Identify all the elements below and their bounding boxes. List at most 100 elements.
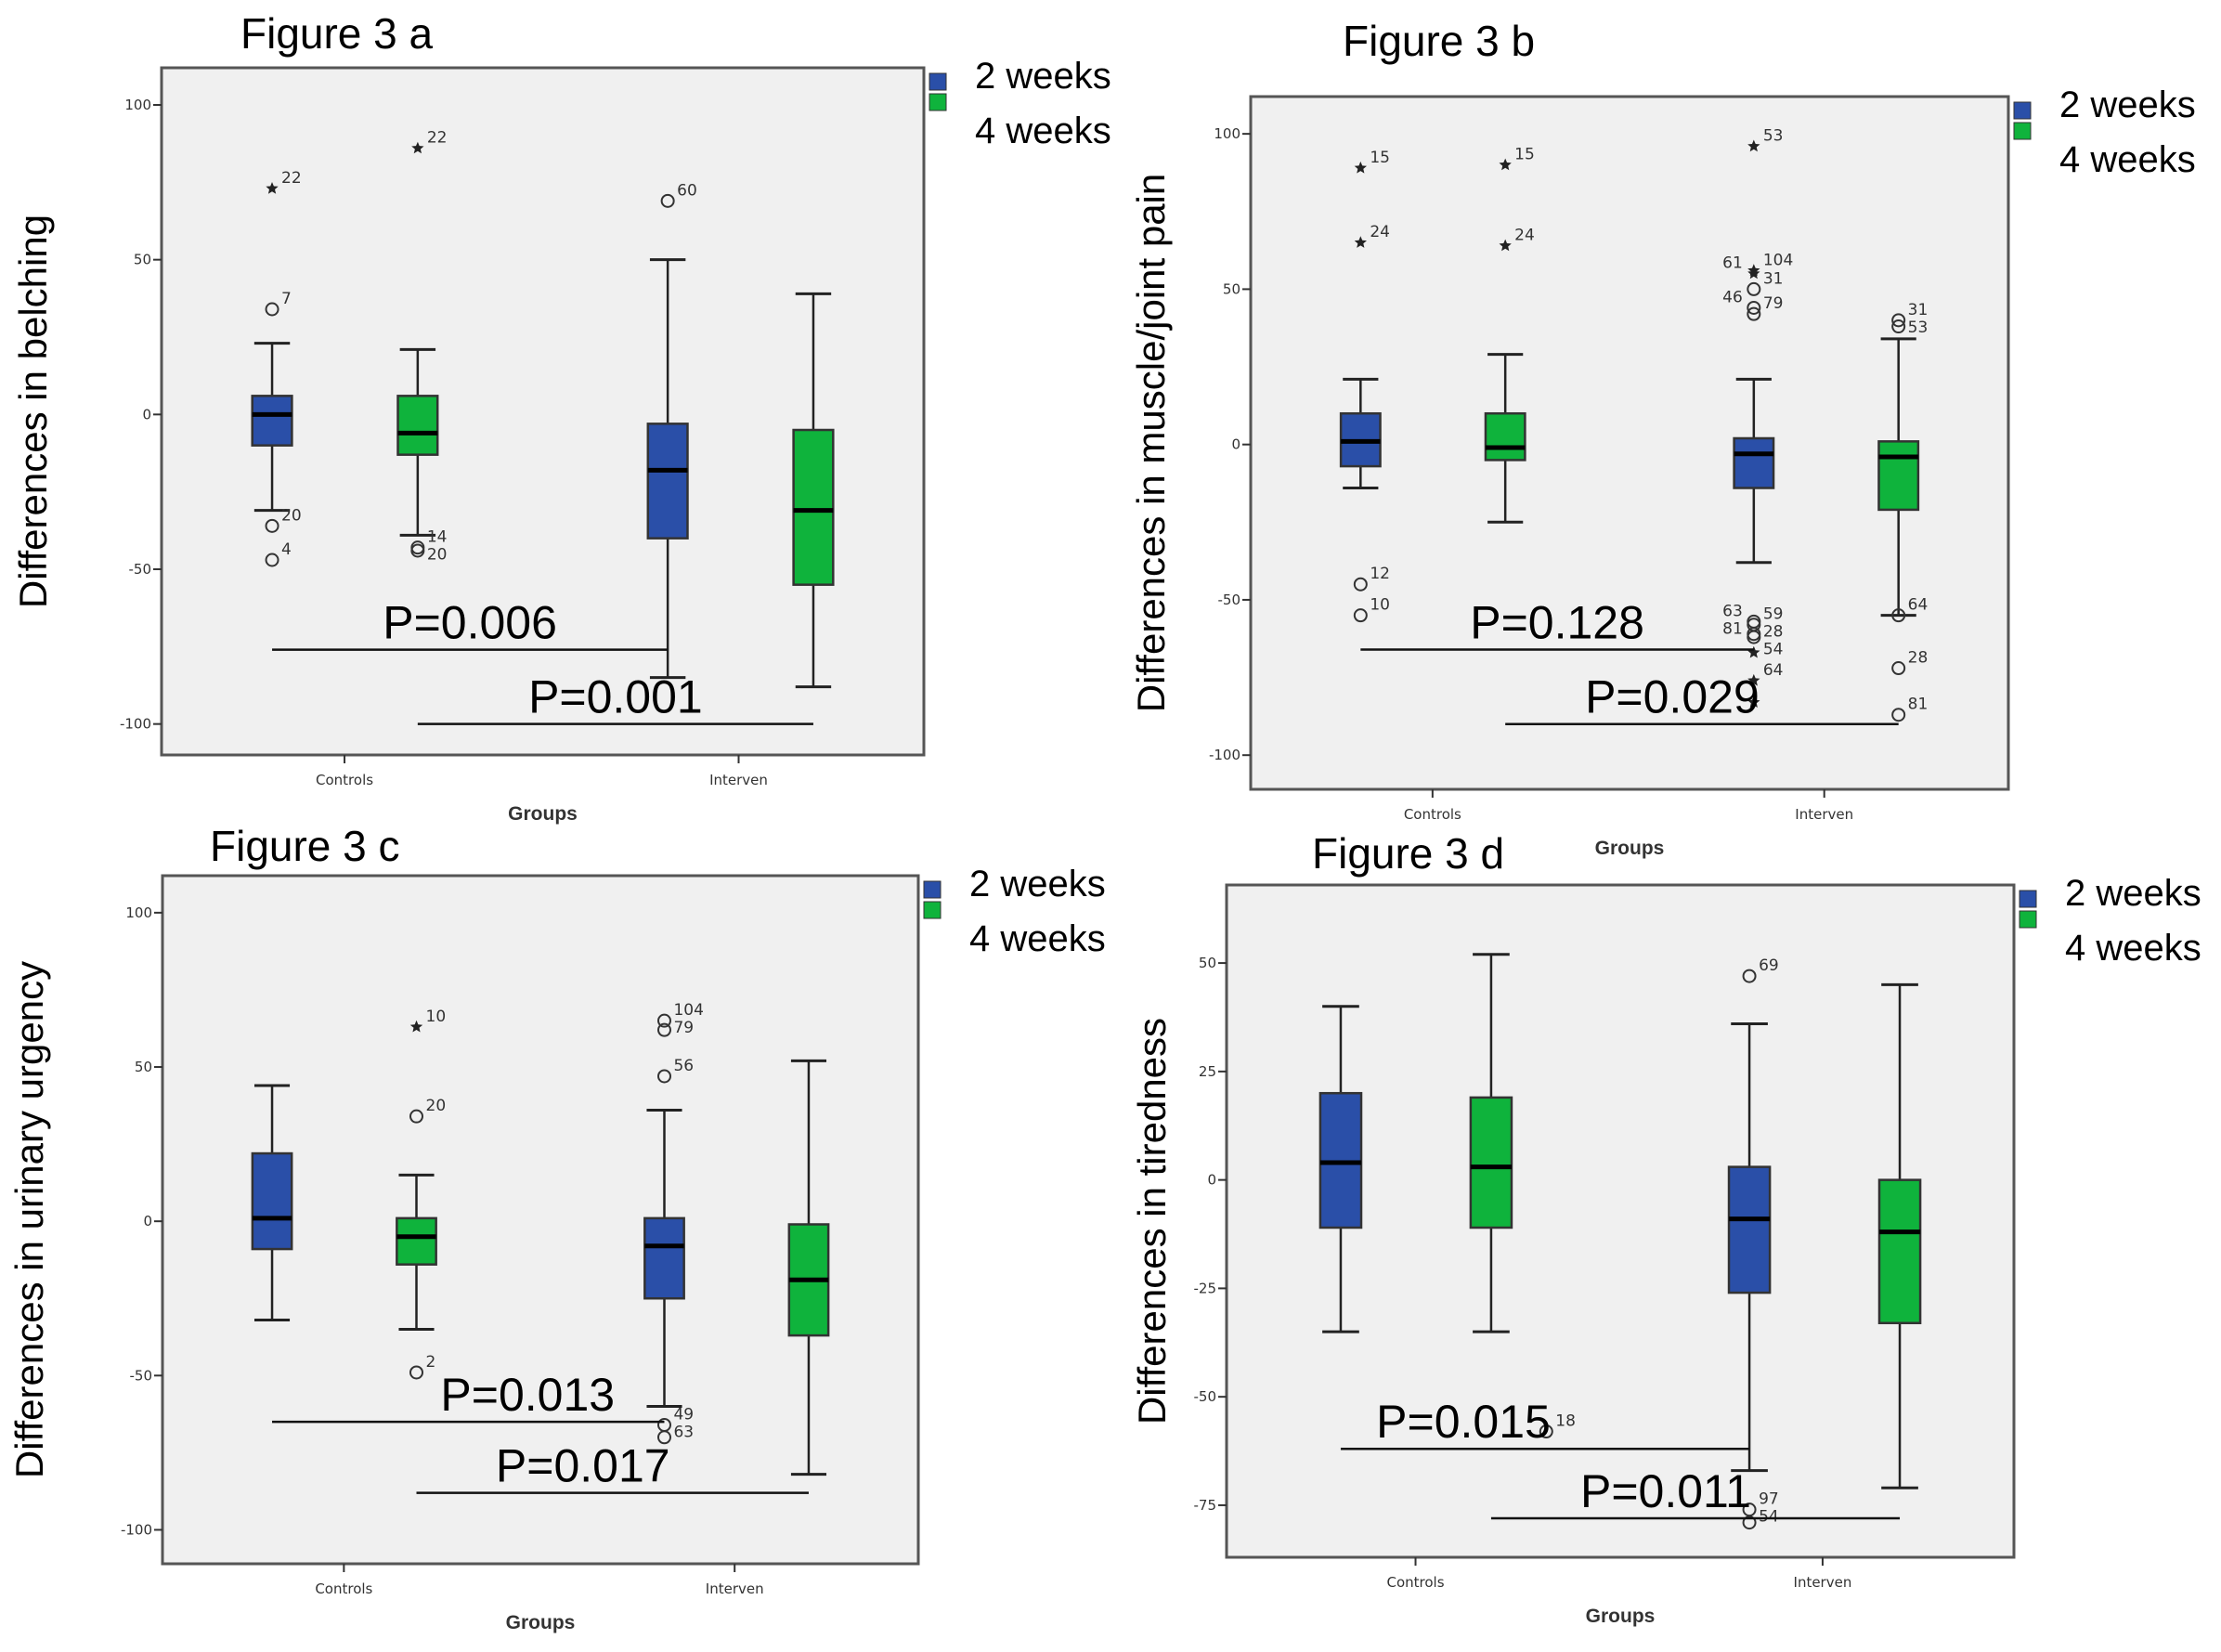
box-interven-4-weeks — [787, 1059, 830, 1476]
outlier-circle-marker — [1353, 577, 1368, 592]
iqr-box — [396, 395, 439, 456]
outlier-circle-marker — [1747, 300, 1761, 315]
y-tick-label: 50 — [135, 1059, 152, 1075]
outlier-circle-marker — [656, 1430, 671, 1445]
x-axis-label: Groups — [1586, 1606, 1656, 1627]
y-axis-label: Differences in urinary urgency — [7, 961, 51, 1478]
outlier-circle-marker — [410, 543, 425, 558]
panel-b: Figure 3 b -100 -50 0 50 100 Controls Interven G… — [1129, 17, 2196, 859]
panel-title: Figure 3 c — [210, 822, 400, 870]
iqr-box — [1877, 1178, 1922, 1325]
y-tick-label: -50 — [1218, 592, 1241, 608]
outlier-label: 54 — [1759, 1508, 1779, 1527]
outlier-label: 54 — [1763, 641, 1784, 659]
outlier-label: 20 — [281, 506, 302, 525]
y-tick-label: 50 — [1199, 955, 1216, 971]
x-axis-label: Groups — [506, 1612, 576, 1633]
legend-swatch-2-weeks — [2013, 101, 2032, 120]
outlier-label: 104 — [673, 1001, 703, 1020]
box-controls-2-weeks: 22 7 20 4 — [251, 169, 302, 567]
box-controls-2-weeks — [1318, 1005, 1363, 1333]
outlier-label: 10 — [426, 1008, 447, 1026]
extreme-star-marker — [266, 182, 279, 194]
y-tick-label: -75 — [1194, 1497, 1217, 1514]
legend-label: 2 weeks — [975, 56, 1111, 97]
outlier-label: 12 — [1370, 565, 1390, 583]
y-tick-label: 50 — [1223, 280, 1240, 297]
x-tick-label: Controls — [316, 772, 373, 788]
outlier-label: 56 — [673, 1057, 694, 1075]
y-tick-label: 0 — [1207, 1172, 1216, 1189]
outlier-circle-marker — [265, 302, 279, 317]
y-tick-label: 0 — [143, 1213, 152, 1229]
y-tick-label: 100 — [1214, 125, 1240, 142]
outlier-label: 64 — [1763, 661, 1784, 680]
outlier-label: 7 — [281, 290, 292, 308]
x-axis-label: Groups — [1595, 838, 1665, 859]
outlier-circle-marker — [1747, 281, 1761, 296]
x-axis-label: Groups — [508, 803, 578, 825]
x-tick-label: Interven — [1795, 806, 1853, 823]
outlier-circle-marker — [656, 1013, 671, 1028]
y-tick-label: -50 — [130, 1367, 153, 1384]
pvalue-label: P=0.017 — [496, 1440, 670, 1492]
pvalue-label: P=0.013 — [440, 1369, 615, 1421]
y-tick-label: -100 — [121, 1521, 152, 1538]
y-tick-label: 25 — [1199, 1063, 1216, 1080]
extreme-star-marker — [1354, 236, 1367, 248]
outlier-label: 18 — [1555, 1412, 1576, 1431]
extreme-star-marker — [1747, 673, 1760, 686]
extreme-star-marker — [409, 1020, 423, 1033]
iqr-box — [251, 1151, 293, 1251]
outlier-label: 2 — [426, 1353, 436, 1372]
extreme-star-marker — [1747, 267, 1760, 280]
outlier-label: 63 — [1722, 602, 1743, 620]
outlier-circle-marker — [409, 1365, 424, 1380]
legend-label: 4 weeks — [2059, 139, 2196, 180]
outlier-label: 24 — [1370, 223, 1390, 241]
iqr-box — [1484, 411, 1526, 462]
box-interven-4-weeks — [1877, 982, 1922, 1489]
outlier-label: 64 — [1908, 596, 1929, 615]
x-tick-label: Interven — [1794, 1574, 1852, 1591]
outlier-circle-marker — [1539, 1424, 1553, 1439]
box-controls-2-weeks — [251, 1084, 293, 1321]
y-tick-label: 0 — [142, 406, 151, 423]
legend-label: 4 weeks — [975, 111, 1111, 151]
box-controls-4-weeks: 10 20 2 — [396, 1008, 447, 1380]
y-tick-label: -50 — [129, 561, 152, 578]
panel-d: Figure 3 d -75 -50 -25 0 25 50 Controls Interven… — [1130, 829, 2202, 1627]
iqr-box — [643, 1216, 685, 1300]
outlier-circle-marker — [656, 1022, 671, 1037]
outlier-label: 14 — [427, 528, 448, 547]
outlier-label: 104 — [1763, 251, 1793, 269]
outlier-circle-marker — [265, 553, 279, 567]
outlier-circle-marker — [1742, 1502, 1757, 1517]
extreme-star-marker — [411, 141, 424, 154]
outlier-label: 46 — [1722, 288, 1743, 306]
pvalue-label: P=0.001 — [528, 671, 703, 723]
extreme-star-marker — [1747, 696, 1760, 708]
outlier-label: 15 — [1370, 149, 1390, 167]
outlier-circle-marker — [1747, 630, 1761, 644]
box-controls-2-weeks: 15 24 12 10 — [1339, 149, 1390, 623]
outlier-label: 79 — [1763, 294, 1784, 313]
legend-label: 2 weeks — [2059, 85, 2196, 125]
outlier-label: 49 — [673, 1405, 694, 1424]
pvalue-label: P=0.015 — [1376, 1396, 1551, 1448]
legend-label: 2 weeks — [2065, 873, 2202, 914]
outlier-circle-marker — [656, 1069, 671, 1084]
x-tick-label: Controls — [315, 1580, 372, 1597]
y-axis-label: Differences in belching — [11, 215, 55, 608]
outlier-label: 53 — [1908, 319, 1929, 337]
outlier-label: 15 — [1514, 146, 1535, 164]
outlier-label: 20 — [426, 1097, 447, 1115]
outlier-label: 24 — [1514, 227, 1535, 245]
outlier-circle-marker — [1891, 608, 1906, 623]
outlier-label: 4 — [281, 540, 292, 559]
outlier-label: 53 — [1763, 127, 1784, 146]
iqr-box — [1727, 1165, 1772, 1294]
